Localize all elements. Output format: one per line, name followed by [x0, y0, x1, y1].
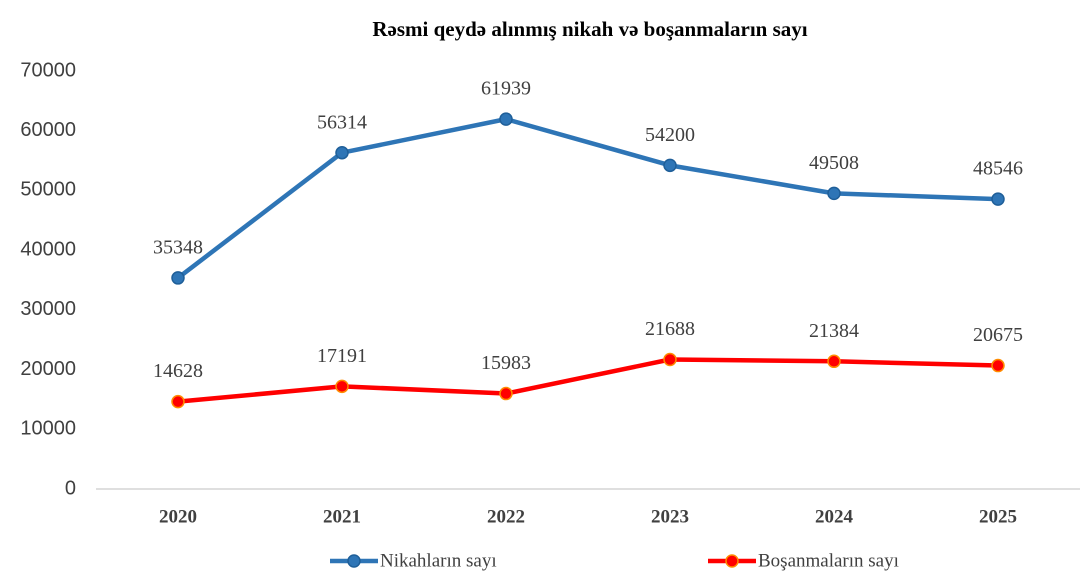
data-label: 49508 — [809, 152, 859, 174]
data-label: 15983 — [481, 352, 531, 374]
y-tick-label: 20000 — [20, 358, 76, 380]
data-label: 21688 — [645, 318, 695, 340]
x-tick-label: 2025 — [979, 506, 1017, 527]
y-tick-label: 50000 — [20, 179, 76, 201]
legend-marker — [347, 554, 361, 568]
point — [499, 386, 513, 401]
y-tick-label: 60000 — [20, 119, 76, 141]
point — [335, 379, 349, 394]
data-label: 48546 — [973, 158, 1023, 180]
point — [663, 352, 677, 367]
data-label: 56314 — [317, 111, 367, 133]
legend-label: Boşanmaların sayı — [758, 550, 899, 571]
point — [991, 192, 1005, 206]
data-label: 35348 — [153, 237, 203, 259]
y-tick-label: 70000 — [20, 59, 76, 81]
y-tick-label: 10000 — [20, 418, 76, 440]
data-label: 61939 — [481, 78, 531, 100]
series-line — [177, 357, 999, 404]
y-tick-label: 30000 — [20, 298, 76, 320]
legend-marker — [725, 554, 739, 568]
point — [171, 394, 185, 409]
data-label: 17191 — [317, 345, 367, 367]
x-tick-label: 2023 — [651, 506, 689, 527]
data-label: 21384 — [809, 320, 859, 342]
data-label: 20675 — [973, 324, 1023, 346]
series-line — [176, 116, 999, 280]
data-label: 54200 — [645, 124, 695, 146]
point — [991, 358, 1005, 373]
point — [827, 354, 841, 369]
x-tick-label: 2022 — [487, 506, 525, 527]
x-tick-label: 2024 — [815, 506, 854, 527]
point — [827, 186, 841, 201]
point — [171, 271, 185, 285]
point — [499, 112, 513, 126]
point — [335, 145, 349, 160]
legend-label: Nikahların sayı — [380, 550, 497, 571]
x-tick-label: 2021 — [323, 506, 361, 527]
y-tick-label: 40000 — [20, 238, 76, 260]
y-tick-label: 0 — [65, 477, 76, 499]
x-tick-label: 2020 — [159, 506, 197, 527]
data-label: 14628 — [153, 360, 203, 382]
chart-title: Rəsmi qeydə alınmış nikah və boşanmaları… — [372, 17, 807, 41]
point — [663, 158, 677, 173]
